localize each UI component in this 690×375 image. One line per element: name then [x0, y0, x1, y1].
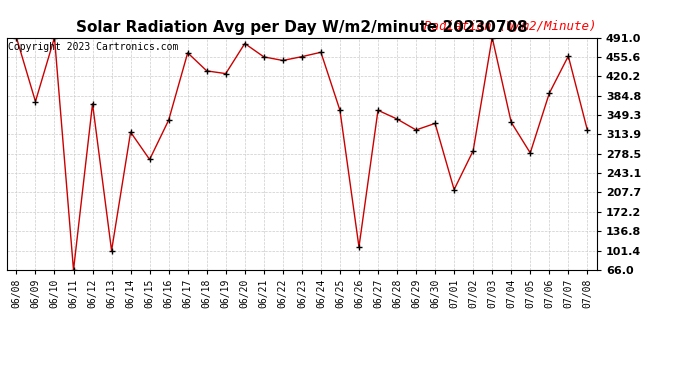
- Text: Copyright 2023 Cartronics.com: Copyright 2023 Cartronics.com: [8, 42, 179, 52]
- Title: Solar Radiation Avg per Day W/m2/minute 20230708: Solar Radiation Avg per Day W/m2/minute …: [76, 20, 528, 35]
- Text: Radiation (W/m2/Minute): Radiation (W/m2/Minute): [424, 20, 597, 33]
